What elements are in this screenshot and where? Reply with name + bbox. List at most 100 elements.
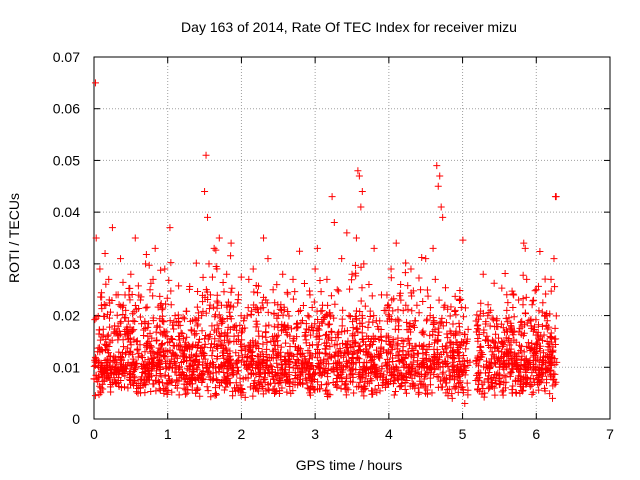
data-point (299, 379, 307, 387)
data-point (451, 292, 459, 300)
data-point (292, 324, 300, 332)
data-point (250, 379, 258, 387)
data-point (262, 328, 270, 336)
data-point (429, 320, 437, 328)
data-point (552, 193, 560, 201)
data-point (326, 320, 334, 328)
data-point (539, 356, 547, 364)
data-point (339, 339, 347, 347)
data-point (474, 337, 482, 345)
data-point (152, 328, 160, 336)
data-point (411, 317, 419, 325)
data-point (199, 273, 207, 281)
data-point (357, 263, 365, 271)
data-point (423, 286, 431, 294)
data-point (171, 312, 179, 320)
data-point (241, 393, 249, 401)
data-point (345, 312, 353, 320)
data-point (91, 392, 99, 400)
data-point (447, 352, 455, 360)
data-point (326, 343, 334, 351)
data-point (395, 326, 403, 334)
data-point (95, 391, 103, 399)
data-point (349, 324, 357, 332)
data-point (394, 376, 402, 384)
data-point (279, 326, 287, 334)
data-point (246, 383, 254, 391)
data-point (423, 315, 431, 323)
data-point (222, 379, 230, 387)
data-point (122, 365, 130, 373)
data-point (345, 347, 353, 355)
data-point (133, 337, 141, 345)
data-point (284, 349, 292, 357)
data-point (324, 321, 332, 329)
data-point (397, 382, 405, 390)
data-point (196, 392, 204, 400)
data-point (213, 321, 221, 329)
data-point (392, 239, 400, 247)
data-point (183, 389, 191, 397)
data-point (535, 307, 543, 315)
data-point (117, 376, 125, 384)
data-point (246, 339, 254, 347)
data-point (239, 375, 247, 383)
data-point (133, 359, 141, 367)
data-point (159, 317, 167, 325)
data-point (131, 301, 139, 309)
data-point (388, 372, 396, 380)
data-point (547, 329, 555, 337)
data-point (367, 375, 375, 383)
data-point (349, 318, 357, 326)
data-point (220, 386, 228, 394)
data-point (234, 299, 242, 307)
data-point (352, 234, 360, 242)
data-point (456, 287, 464, 295)
data-point (263, 356, 271, 364)
data-point (336, 366, 344, 374)
data-point (293, 362, 301, 370)
data-point (337, 370, 345, 378)
data-point (234, 384, 242, 392)
data-point (107, 352, 115, 360)
data-point (96, 336, 104, 344)
data-point (376, 354, 384, 362)
data-point (441, 284, 449, 292)
data-point (318, 307, 326, 315)
data-point (212, 311, 220, 319)
data-point (235, 356, 243, 364)
data-point (175, 332, 183, 340)
data-point (280, 322, 288, 330)
data-point (152, 387, 160, 395)
data-point (176, 341, 184, 349)
data-point (455, 349, 463, 357)
data-point (170, 318, 178, 326)
data-point (196, 371, 204, 379)
data-point (273, 359, 281, 367)
data-point (271, 338, 279, 346)
data-point (160, 352, 168, 360)
data-point (368, 390, 376, 398)
data-point (433, 162, 441, 170)
data-point (513, 363, 521, 371)
data-point (112, 367, 120, 375)
data-point (157, 266, 165, 274)
data-point (217, 332, 225, 340)
data-point (317, 307, 325, 315)
data-point (316, 276, 324, 284)
data-point (180, 334, 188, 342)
data-point (210, 244, 218, 252)
y-tick-label: 0.06 (53, 101, 80, 117)
data-point (338, 328, 346, 336)
data-point (546, 355, 554, 363)
data-point (109, 378, 117, 386)
data-point (476, 347, 484, 355)
data-point (373, 389, 381, 397)
data-point (321, 387, 329, 395)
data-point (476, 387, 484, 395)
data-point (302, 331, 310, 339)
data-point (291, 288, 299, 296)
data-point (519, 295, 527, 303)
data-point (112, 359, 120, 367)
data-point (212, 391, 220, 399)
